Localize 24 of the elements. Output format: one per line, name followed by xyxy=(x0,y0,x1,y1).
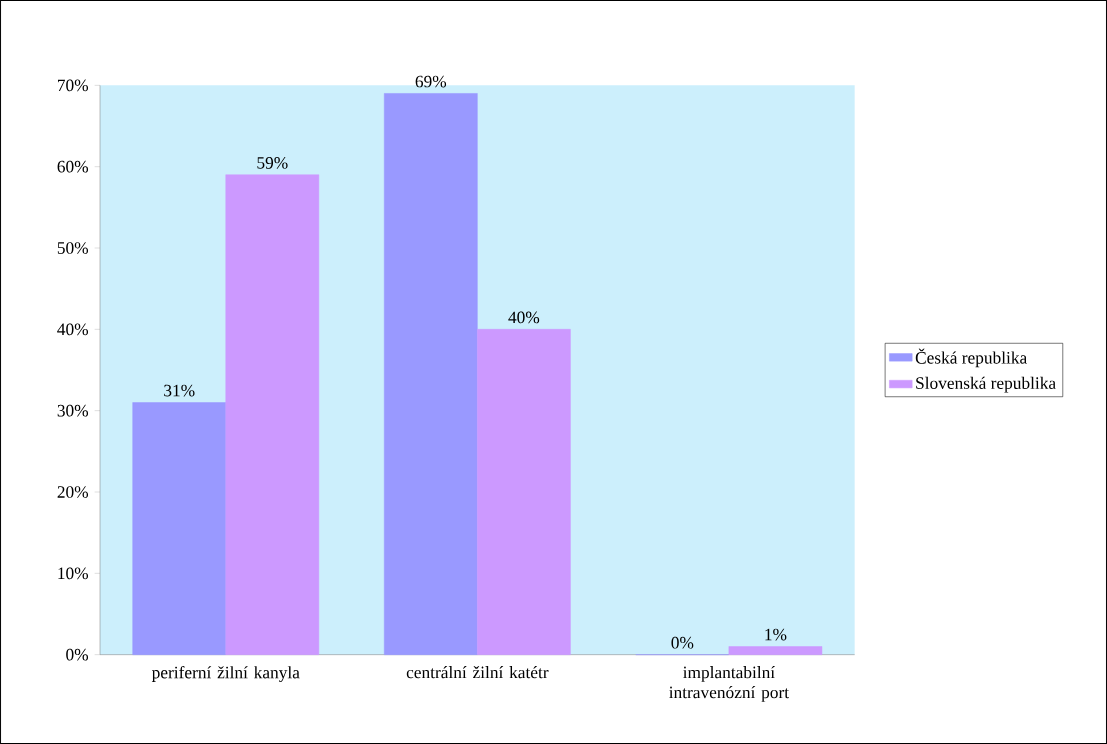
legend-label: Slovenská republika xyxy=(916,376,1056,393)
y-tick-label: 50% xyxy=(57,242,89,254)
bar xyxy=(728,646,823,655)
data-label: 1% xyxy=(765,628,787,641)
y-tick-label: 30% xyxy=(57,404,89,417)
bar xyxy=(225,174,320,655)
x-tick-label: periferní žilní kanyla xyxy=(151,666,300,682)
data-label: 31% xyxy=(164,384,195,397)
y-tick-label: 60% xyxy=(57,160,89,173)
y-tick-label: 10% xyxy=(58,567,89,580)
bar xyxy=(383,93,478,655)
data-label: 59% xyxy=(257,157,288,169)
y-tick-label: 70% xyxy=(58,79,89,92)
x-tick-label: implantabilní intravenózní port xyxy=(669,666,789,702)
data-label: 69% xyxy=(415,75,447,88)
x-tick-label: centrální žilní katétr xyxy=(406,666,549,679)
y-tick-label: 20% xyxy=(57,486,89,498)
y-tick-label: 40% xyxy=(57,323,89,336)
y-tick-label: 0% xyxy=(66,648,89,661)
data-label: 40% xyxy=(508,311,540,324)
bar xyxy=(477,329,571,655)
legend-label: Česká republika xyxy=(915,348,1027,368)
bar xyxy=(132,402,227,655)
data-label: 0% xyxy=(671,636,694,649)
